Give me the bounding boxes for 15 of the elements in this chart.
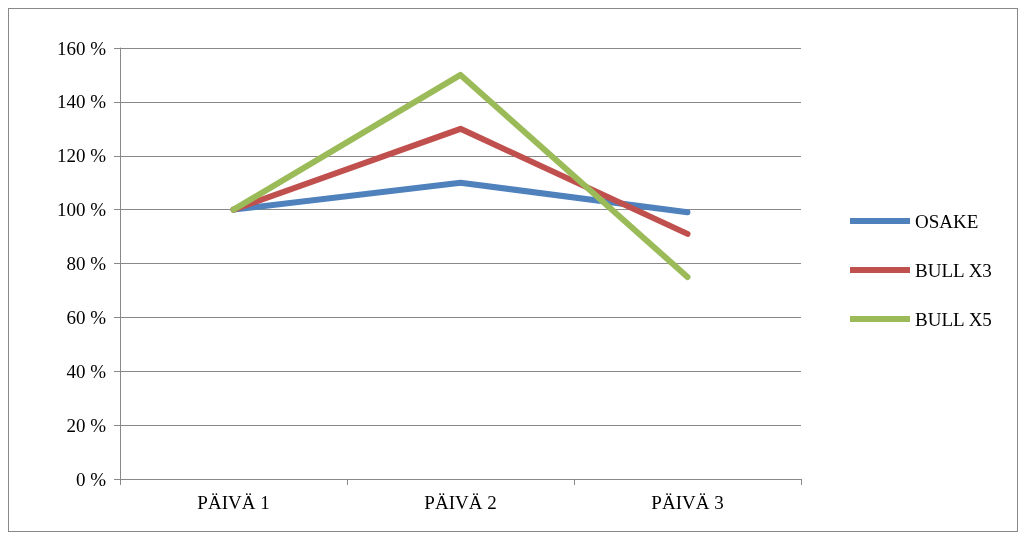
legend-label: BULL X3 xyxy=(915,259,992,281)
x-tick-label: PÄIVÄ 2 xyxy=(424,492,497,513)
legend-label: BULL X5 xyxy=(915,308,992,330)
x-tick-label: PÄIVÄ 1 xyxy=(197,492,270,513)
y-tick-label: 120 % xyxy=(56,145,107,167)
legend-label: OSAKE xyxy=(915,210,979,232)
y-tick-label: 60 % xyxy=(66,306,107,328)
x-tick-label: PÄIVÄ 3 xyxy=(651,492,724,513)
y-tick-label: 80 % xyxy=(66,253,107,274)
y-tick-label: 160 % xyxy=(56,37,107,59)
y-tick-label: 100 % xyxy=(56,199,107,221)
y-tick-label: 40 % xyxy=(66,360,107,382)
y-tick-label: 20 % xyxy=(66,414,107,436)
y-tick-label: 0 % xyxy=(75,468,107,490)
y-tick-label: 140 % xyxy=(56,91,107,113)
